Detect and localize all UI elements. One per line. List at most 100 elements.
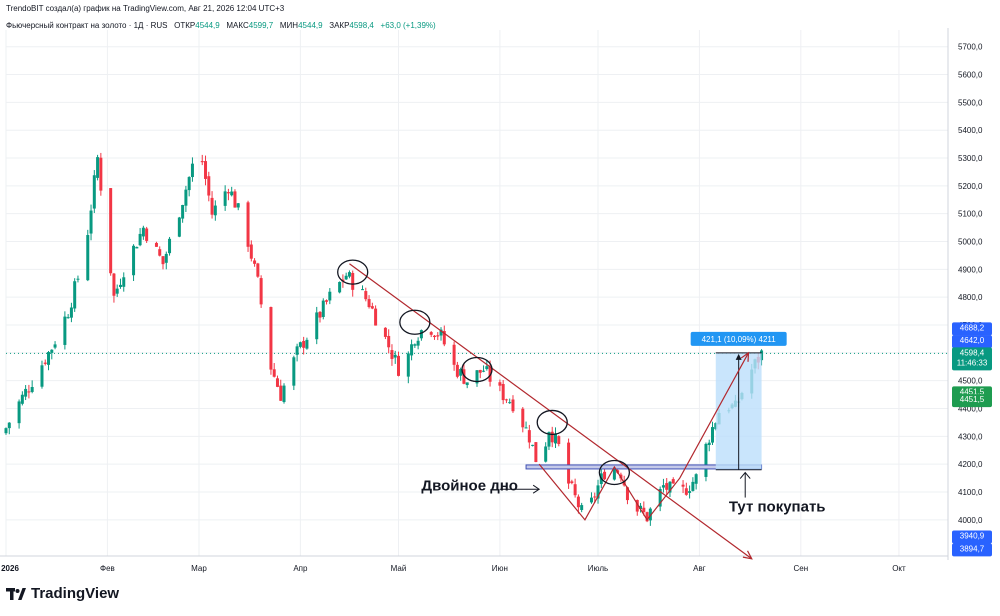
candle-body bbox=[658, 488, 662, 507]
price-tick-label: 4500,0 bbox=[958, 377, 983, 386]
candle-body bbox=[302, 340, 306, 348]
candle-body bbox=[256, 263, 260, 277]
candle-body bbox=[73, 281, 77, 309]
candle-body bbox=[20, 394, 24, 404]
candle-body bbox=[30, 386, 34, 392]
candle-body bbox=[531, 444, 535, 446]
high-label: МАКС bbox=[226, 21, 249, 30]
candle-body bbox=[96, 157, 100, 178]
candle-body bbox=[524, 427, 528, 429]
candle-body bbox=[118, 284, 122, 287]
candle-body bbox=[429, 332, 433, 335]
candle-body bbox=[53, 344, 57, 348]
price-tick-label: 5400,0 bbox=[958, 126, 983, 135]
candle-body bbox=[177, 217, 181, 237]
symbol-name: Фьючерсный контракт на золото · 1Д · RUS bbox=[6, 21, 168, 30]
candle-body bbox=[298, 342, 302, 347]
close-value: 4598,4 bbox=[349, 21, 374, 30]
candle-body bbox=[413, 344, 417, 346]
candle-body bbox=[318, 311, 322, 318]
candle-body bbox=[694, 474, 698, 484]
price-tick-label: 5700,0 bbox=[958, 43, 983, 52]
candle-body bbox=[223, 191, 227, 206]
candle-body bbox=[465, 382, 469, 386]
candle-body bbox=[534, 442, 538, 463]
candle-body bbox=[190, 163, 194, 178]
zigzag-arrow-head bbox=[740, 351, 750, 362]
swing-high-circle bbox=[399, 309, 431, 335]
time-tick-label: Июн bbox=[492, 564, 508, 573]
candle-body bbox=[328, 291, 332, 301]
low-value: 4544,9 bbox=[298, 21, 323, 30]
candle-body bbox=[344, 275, 348, 280]
candle-body bbox=[393, 354, 397, 358]
candle-body bbox=[27, 391, 31, 393]
double-bottom-zigzag bbox=[538, 352, 750, 521]
candle-body bbox=[321, 300, 325, 317]
candle-body bbox=[158, 249, 162, 256]
candle-body bbox=[570, 481, 574, 484]
price-axis-label-text: 3894,7 bbox=[960, 544, 985, 553]
buy-arrow-head bbox=[739, 471, 751, 479]
candle-body bbox=[246, 202, 250, 247]
last-price-label-text: 4598,4 bbox=[960, 348, 985, 357]
candle-body bbox=[547, 432, 551, 447]
price-tick-label: 5100,0 bbox=[958, 210, 983, 219]
candle-body bbox=[387, 335, 391, 348]
candle-body bbox=[593, 496, 597, 498]
last-price-label-text: 11:46:33 bbox=[957, 358, 988, 367]
candle-body bbox=[521, 408, 525, 428]
tradingview-brand[interactable]: TradingView bbox=[6, 585, 119, 602]
candle-body bbox=[275, 378, 279, 387]
range-label-box bbox=[690, 331, 787, 346]
candle-body bbox=[625, 487, 629, 501]
candle-body bbox=[204, 161, 208, 179]
candle-body bbox=[122, 277, 126, 287]
candle-body bbox=[292, 357, 296, 386]
price-axis-label-box bbox=[952, 335, 992, 349]
price-axis-label-box bbox=[952, 543, 992, 557]
candle-body bbox=[40, 365, 44, 387]
candle-body bbox=[711, 427, 714, 443]
range-arrow-head bbox=[735, 353, 742, 360]
candle-body bbox=[557, 436, 561, 445]
open-value: 4544,9 bbox=[195, 21, 220, 30]
candle-body bbox=[181, 205, 185, 219]
time-tick-label: Июль bbox=[588, 564, 608, 573]
candle-body bbox=[210, 197, 214, 215]
candle-body bbox=[406, 353, 410, 377]
candle-body bbox=[508, 402, 512, 404]
candle-body bbox=[112, 273, 116, 296]
candle-body bbox=[361, 289, 365, 291]
candle-body bbox=[478, 369, 482, 373]
high-value: 4599,7 bbox=[248, 21, 274, 30]
price-axis-label-text: 3940,9 bbox=[960, 532, 985, 541]
candle-body bbox=[338, 281, 342, 293]
candles bbox=[4, 152, 764, 526]
downtrend-line bbox=[349, 263, 753, 560]
candle-body bbox=[383, 327, 387, 337]
candle-body bbox=[200, 161, 204, 163]
open-label: ОТКР bbox=[174, 21, 196, 30]
candle-body bbox=[459, 369, 463, 376]
candle-body bbox=[432, 335, 436, 338]
price-tick-label: 4000,0 bbox=[958, 516, 983, 525]
candle-body bbox=[50, 349, 54, 353]
candle-body bbox=[164, 253, 168, 263]
candle-body bbox=[295, 346, 299, 355]
price-tick-label: 5000,0 bbox=[958, 238, 983, 247]
price-axis-label-text: 4688,2 bbox=[960, 323, 985, 332]
candle-body bbox=[397, 355, 400, 376]
candle-body bbox=[419, 330, 423, 339]
time-tick-label: 2026 bbox=[1, 564, 19, 573]
time-tick-label: Мар bbox=[191, 564, 207, 573]
time-tick-label: Авг bbox=[693, 564, 706, 573]
candle-body bbox=[63, 316, 67, 345]
candle-body bbox=[681, 484, 685, 487]
candle-body bbox=[226, 192, 230, 194]
candle-body bbox=[704, 443, 708, 477]
candle-body bbox=[485, 366, 489, 370]
candle-body bbox=[89, 210, 93, 234]
candle-body bbox=[639, 505, 643, 510]
